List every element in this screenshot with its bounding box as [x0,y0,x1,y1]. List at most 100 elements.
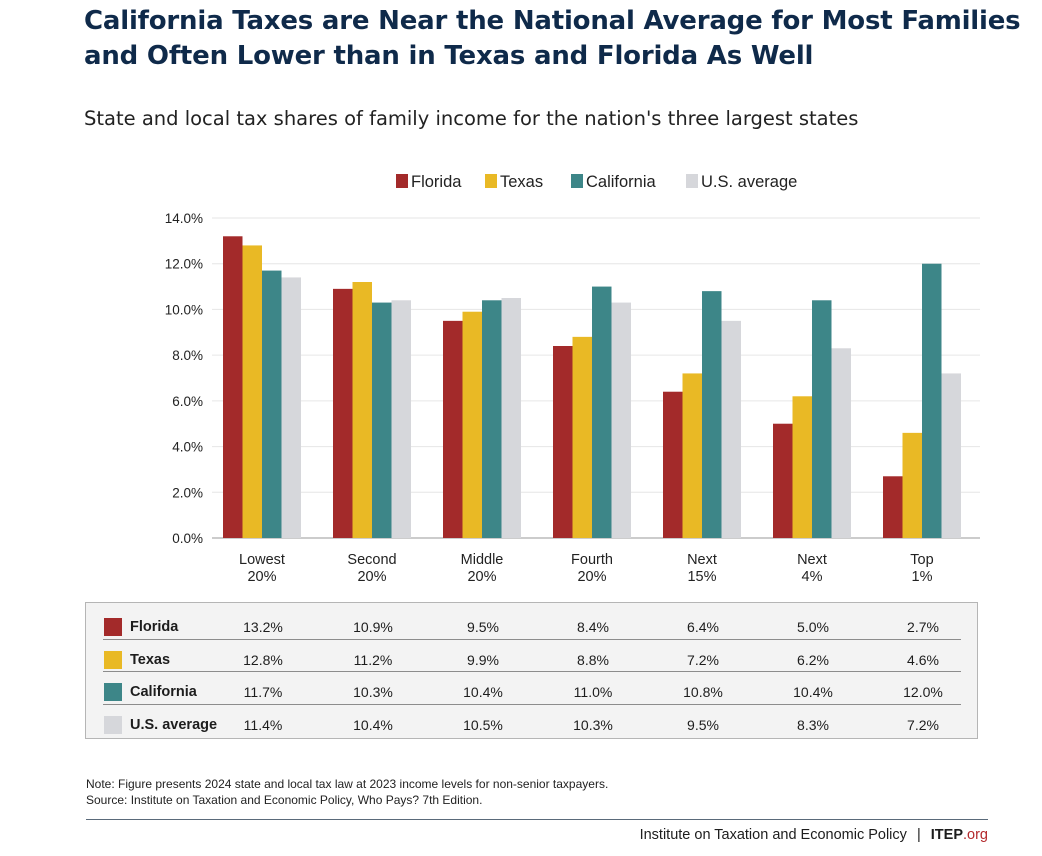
x-category-label: 20% [357,569,386,585]
legend-label: Texas [500,173,543,191]
chart-title: California Taxes are Near the National A… [84,6,1021,71]
bar-texas-5 [682,373,702,538]
bar-california-6 [812,300,832,538]
y-tick-label: 12.0% [165,257,203,272]
legend-swatch [686,174,698,188]
table-cell: 10.4% [793,684,833,700]
table-cell: 13.2% [243,619,283,635]
bar-u-s-average-4 [611,302,631,538]
row-divider [103,671,961,672]
row-color-swatch [104,715,122,734]
x-category-label: Next [797,552,827,568]
table-cell: 9.5% [687,716,719,733]
x-category-label: Top [910,552,933,568]
y-tick-label: 4.0% [172,440,203,455]
row-divider [103,703,961,705]
bar-u-s-average-2 [391,300,411,538]
table-row: California 11.7% 10.3% 10.4% 11.0% 10.8% 10.4%… [86,672,977,705]
y-tick-label: 2.0% [172,485,203,500]
footer-separator: | [916,827,921,843]
bar-california-3 [482,300,502,538]
bar-california-1 [262,270,282,538]
bar-u-s-average-7 [941,373,961,538]
table-cell: 9.9% [467,651,499,668]
chart-bars [223,236,961,539]
legend-label: California [586,173,657,191]
y-tick-label: 10.0% [165,302,203,317]
table-cell: 11.7% [243,684,283,700]
chart-subtitle: State and local tax shares of family inc… [84,107,859,130]
y-tick-label: 8.0% [172,348,203,363]
data-table: Florida 13.2% 10.9% 9.5% 8.4% 6.4% 5.0% 2.7% Tex… [85,602,978,739]
x-category-label: Middle [461,552,504,568]
bar-texas-3 [462,311,482,538]
y-tick-label: 6.0% [172,394,203,409]
table-cell: 12.0% [903,684,943,700]
legend-swatch [571,174,583,188]
table-cell: 8.8% [577,651,609,668]
row-label: California [130,684,197,700]
bar-florida-2 [333,288,353,538]
table-cell: 11.2% [353,651,393,668]
x-category-label: 4% [802,569,823,585]
bar-florida-1 [223,236,243,539]
row-label: Texas [130,651,171,668]
legend-label: Florida [411,173,462,191]
bar-texas-1 [242,245,262,538]
table-cell: 7.2% [907,716,939,733]
table-cell: 5.0% [797,619,829,635]
table-cell: 12.8% [243,651,283,668]
row-color-swatch [104,683,122,701]
x-category-label: Second [347,552,396,568]
bar-florida-5 [663,391,683,538]
legend-swatch [485,174,497,188]
bar-u-s-average-6 [831,348,851,538]
table-row: U.S. average 11.4% 10.4% 10.5% 10.3% 9.5% 8.3%… [86,705,977,738]
table-cell: 2.7% [907,619,939,635]
table-cell: 10.8% [683,684,723,700]
bar-florida-4 [553,346,573,538]
bar-texas-6 [792,396,812,538]
table-row: Texas 12.8% 11.2% 9.9% 8.8% 7.2% 6.2% 4.6% [86,640,977,672]
table-cell: 6.2% [797,651,829,668]
bar-california-5 [702,291,722,538]
y-tick-label: 0.0% [172,531,203,546]
row-color-swatch [104,618,122,636]
bar-u-s-average-5 [721,320,741,538]
table-cell: 8.4% [577,619,609,635]
chart-note: Note: Figure presents 2024 state and loc… [86,776,608,808]
table-cell: 10.5% [463,716,503,733]
row-color-swatch [104,650,122,669]
footer-divider [86,819,988,820]
footer: Institute on Taxation and Economic Polic… [640,827,988,843]
x-category-label: Lowest [239,552,285,568]
table-row: Florida 13.2% 10.9% 9.5% 8.4% 6.4% 5.0% 2.7% [86,607,977,640]
legend-swatch [396,174,408,188]
bar-u-s-average-1 [281,277,301,538]
x-axis: Lowest20%Second20%Middle20%Fourth20%Next… [239,552,934,585]
bar-florida-7 [883,476,903,538]
itep-logo[interactable]: ITEP.org [931,827,988,843]
bar-california-2 [372,302,392,538]
table-cell: 4.6% [907,651,939,668]
table-cell: 10.4% [463,684,503,700]
itep-logo-suffix: .org [963,827,988,843]
table-cell: 6.4% [687,619,719,635]
table-cell: 11.4% [243,716,283,733]
bar-florida-6 [773,423,793,538]
row-label: Florida [130,619,179,635]
bar-u-s-average-3 [501,298,521,538]
table-cell: 10.9% [353,619,393,635]
bar-california-7 [922,263,942,538]
row-divider [103,638,961,640]
y-axis: 0.0% 2.0% 4.0% 6.0% 8.0% 10.0% 12.0% 14.0% [165,211,203,546]
x-category-label: 1% [912,569,933,585]
x-category-label: Fourth [571,552,613,568]
table-cell: 11.0% [573,684,613,700]
chart-legend: Florida Texas California U.S. average [396,173,797,191]
table-cell: 8.3% [797,716,829,733]
bar-florida-3 [443,320,463,538]
source-text: Source: Institute on Taxation and Econom… [86,793,483,807]
bar-california-4 [592,286,612,538]
table-cell: 10.4% [353,716,393,733]
